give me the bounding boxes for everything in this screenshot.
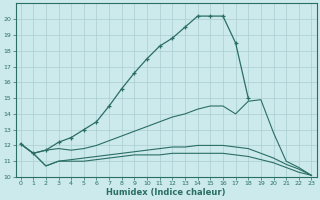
X-axis label: Humidex (Indice chaleur): Humidex (Indice chaleur) bbox=[106, 188, 226, 197]
